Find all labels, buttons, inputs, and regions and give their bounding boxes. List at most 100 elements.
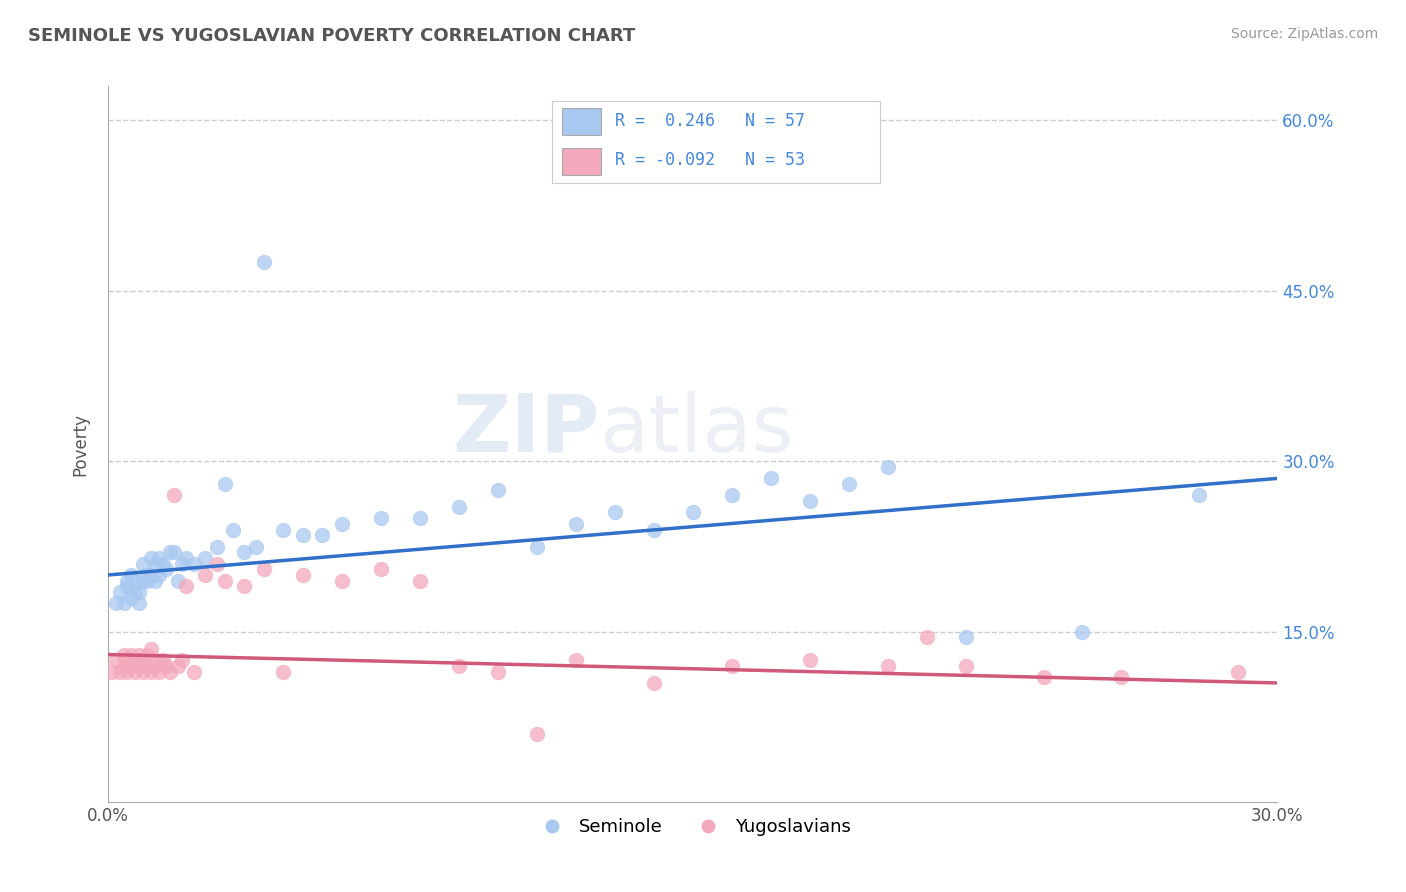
Point (330, 516, 353, 531)
Point (955, 631, 977, 645)
Point (409, 574, 432, 588)
Point (124, 585, 146, 599)
Point (194, 568, 217, 582)
Point (291, 528, 314, 542)
Point (603, 506, 626, 520)
Point (273, 665, 295, 679)
Point (233, 579, 256, 593)
Point (136, 574, 159, 588)
Point (682, 506, 704, 520)
Point (253, 255, 276, 269)
Point (139, 551, 162, 566)
Text: Source: ZipAtlas.com: Source: ZipAtlas.com (1230, 27, 1378, 41)
Point (132, 653, 155, 667)
Point (643, 676, 665, 690)
Point (486, 665, 509, 679)
Point (136, 568, 159, 582)
Point (139, 568, 162, 582)
Point (152, 557, 174, 571)
Point (159, 665, 181, 679)
Point (205, 540, 228, 554)
Point (139, 665, 162, 679)
Point (143, 659, 166, 673)
Point (136, 659, 159, 673)
Point (799, 653, 821, 667)
Point (720, 488, 742, 502)
Point (117, 665, 139, 679)
Point (124, 653, 146, 667)
Point (124, 665, 146, 679)
Point (120, 591, 142, 605)
Point (120, 568, 142, 582)
Y-axis label: Poverty: Poverty (72, 413, 89, 475)
Point (526, 727, 548, 741)
Point (143, 574, 166, 588)
Point (117, 653, 139, 667)
Point (183, 665, 205, 679)
Point (128, 596, 150, 610)
Point (167, 659, 190, 673)
Point (370, 511, 392, 525)
Point (117, 579, 139, 593)
Point (120, 648, 142, 662)
Text: ZIP: ZIP (451, 391, 599, 469)
Point (152, 653, 174, 667)
Point (214, 477, 236, 491)
Point (564, 653, 586, 667)
Point (128, 659, 150, 673)
Point (174, 551, 197, 566)
Point (112, 648, 135, 662)
Point (564, 516, 586, 531)
Point (486, 483, 509, 497)
Point (108, 665, 131, 679)
Point (108, 585, 131, 599)
Point (117, 574, 139, 588)
Point (205, 557, 228, 571)
Point (132, 665, 155, 679)
Point (838, 477, 860, 491)
Point (214, 574, 236, 588)
Point (143, 557, 166, 571)
Point (1227, 665, 1250, 679)
Text: SEMINOLE VS YUGOSLAVIAN POVERTY CORRELATION CHART: SEMINOLE VS YUGOSLAVIAN POVERTY CORRELAT… (28, 27, 636, 45)
Point (101, 665, 124, 679)
Point (148, 665, 170, 679)
Point (370, 562, 392, 576)
Point (128, 585, 150, 599)
Point (955, 659, 977, 673)
Point (447, 500, 470, 514)
Point (273, 523, 295, 537)
Legend: Seminole, Yugoslavians: Seminole, Yugoslavians (527, 811, 859, 843)
Point (112, 659, 135, 673)
Point (112, 596, 135, 610)
Point (104, 596, 127, 610)
Point (915, 631, 938, 645)
Point (148, 568, 170, 582)
Point (155, 562, 177, 576)
Point (183, 557, 205, 571)
Point (159, 545, 181, 559)
Point (128, 648, 150, 662)
Point (136, 648, 159, 662)
Point (1111, 670, 1133, 684)
Point (132, 557, 155, 571)
Point (174, 579, 197, 593)
Point (143, 653, 166, 667)
Point (643, 523, 665, 537)
Point (409, 511, 432, 525)
Point (222, 523, 245, 537)
Point (526, 540, 548, 554)
Point (876, 460, 898, 475)
Point (167, 574, 190, 588)
Point (163, 488, 186, 502)
Point (139, 641, 162, 656)
Point (155, 659, 177, 673)
Point (132, 574, 155, 588)
Point (1071, 624, 1094, 639)
Text: atlas: atlas (599, 391, 793, 469)
Point (148, 551, 170, 566)
Point (170, 653, 193, 667)
Point (799, 494, 821, 508)
Point (245, 540, 267, 554)
Point (163, 545, 186, 559)
